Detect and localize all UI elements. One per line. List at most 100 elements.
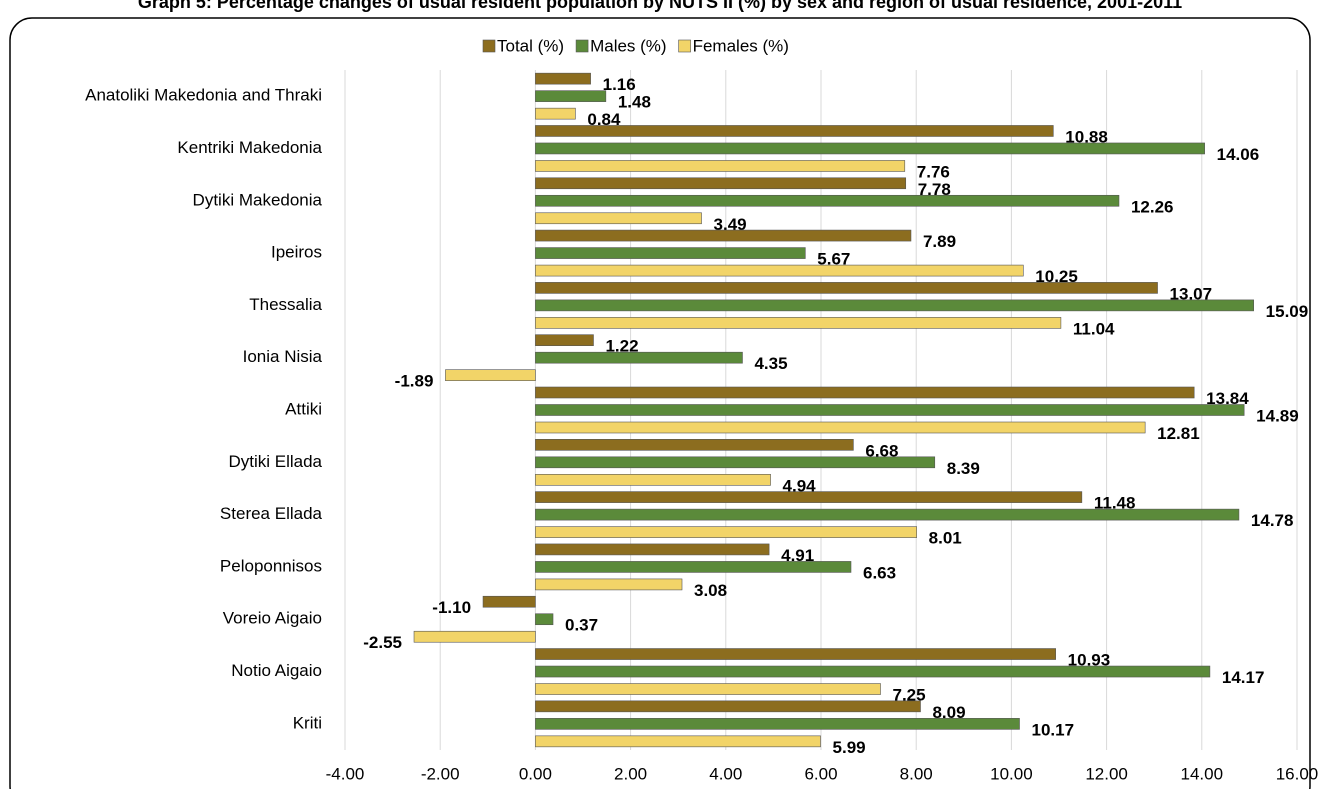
value-label: -1.89 <box>395 372 434 391</box>
bar <box>535 351 743 364</box>
y-tick-label: Dytiki Makedonia <box>193 190 323 209</box>
bar <box>535 177 907 190</box>
value-label: 3.49 <box>714 215 747 234</box>
bar <box>535 578 683 591</box>
bar <box>535 613 554 626</box>
bar <box>535 561 852 573</box>
value-label: 7.25 <box>893 686 926 705</box>
bar <box>535 317 1062 329</box>
value-label: 12.26 <box>1131 197 1174 216</box>
y-tick-label: Thessalia <box>249 295 322 314</box>
bar <box>535 439 854 451</box>
legend-swatch <box>482 39 496 53</box>
bar <box>535 125 1054 137</box>
value-label: 13.84 <box>1206 389 1249 408</box>
x-tick-label: 0.00 <box>519 764 552 783</box>
bar <box>535 194 1120 207</box>
y-tick-label: Peloponnisos <box>220 556 322 575</box>
value-label: 7.76 <box>917 162 950 181</box>
value-label: 10.17 <box>1031 720 1074 739</box>
bar <box>535 718 1020 730</box>
bar <box>535 474 771 486</box>
x-tick-label: 4.00 <box>709 764 742 783</box>
value-label: 0.37 <box>565 616 598 635</box>
x-tick-label: 2.00 <box>614 764 647 783</box>
value-label: 10.88 <box>1065 127 1108 146</box>
value-label: 11.48 <box>1094 494 1136 513</box>
value-label: 5.67 <box>817 250 850 269</box>
x-tick-label: 14.00 <box>1181 764 1224 783</box>
bar <box>535 282 1158 294</box>
value-label: 6.63 <box>863 563 896 582</box>
value-label: 10.25 <box>1035 267 1078 286</box>
bar <box>535 229 912 242</box>
bar <box>445 369 536 381</box>
bar <box>535 648 1056 660</box>
value-label: 14.89 <box>1256 406 1299 425</box>
legend-label: Males (%) <box>590 36 667 55</box>
bar <box>482 595 536 608</box>
bar <box>535 491 1083 503</box>
y-tick-label: Sterea Ellada <box>220 504 323 523</box>
value-label: 8.39 <box>947 459 980 478</box>
value-label: 14.17 <box>1222 668 1265 687</box>
value-label: 5.99 <box>833 738 866 757</box>
bar <box>535 386 1195 399</box>
bar <box>535 299 1254 312</box>
bar <box>535 456 936 469</box>
bar <box>535 264 1024 277</box>
value-label: 0.84 <box>587 110 621 129</box>
x-tick-label: 12.00 <box>1085 764 1128 783</box>
value-label: 13.07 <box>1170 284 1213 303</box>
bar <box>535 543 770 556</box>
value-label: 4.35 <box>754 354 787 373</box>
value-label: 4.91 <box>781 546 814 565</box>
bar <box>535 212 702 225</box>
y-tick-label: Notio Aigaio <box>231 661 322 680</box>
x-tick-label: -4.00 <box>326 764 365 783</box>
chart-border <box>9 17 1311 789</box>
value-label: -2.55 <box>363 633 402 652</box>
value-label: 1.16 <box>603 75 636 94</box>
bar <box>535 508 1240 521</box>
value-label: 14.06 <box>1217 145 1260 164</box>
value-label: 1.48 <box>618 93 651 112</box>
y-tick-label: Ionia Nisia <box>243 347 323 366</box>
chart-title: Graph 5: Percentage changes of usual res… <box>138 0 1182 12</box>
value-label: 1.22 <box>605 337 638 356</box>
bar <box>535 665 1211 678</box>
y-tick-label: Ipeiros <box>271 243 322 262</box>
y-tick-label: Dytiki Ellada <box>228 452 322 471</box>
value-label: -1.10 <box>432 598 471 617</box>
value-label: 7.78 <box>918 180 951 199</box>
bar <box>535 107 576 120</box>
y-tick-label: Attiki <box>285 399 322 418</box>
bar <box>535 160 906 172</box>
legend-label: Females (%) <box>693 36 789 55</box>
bar <box>535 421 1146 434</box>
bar <box>535 700 921 713</box>
value-label: 8.01 <box>929 529 962 548</box>
x-tick-label: 10.00 <box>990 764 1033 783</box>
legend-label: Total (%) <box>497 36 564 55</box>
legend-swatch <box>575 39 589 53</box>
value-label: 6.68 <box>865 441 898 460</box>
value-label: 10.93 <box>1068 651 1111 670</box>
value-label: 15.09 <box>1266 302 1309 321</box>
legend-swatch <box>678 39 691 53</box>
bar <box>535 683 881 695</box>
bar <box>535 735 821 748</box>
value-label: 7.89 <box>923 232 956 251</box>
bar <box>535 526 917 538</box>
y-tick-label: Anatoliki Makedonia and Thraki <box>85 86 322 105</box>
y-tick-label: Kriti <box>293 713 322 732</box>
bar <box>535 334 594 346</box>
value-label: 8.09 <box>932 703 965 722</box>
y-tick-label: Kentriki Makedonia <box>177 138 322 157</box>
x-tick-label: -2.00 <box>421 764 460 783</box>
bar <box>535 247 806 259</box>
x-tick-label: 6.00 <box>804 764 837 783</box>
bar <box>535 72 591 85</box>
bar <box>535 404 1245 416</box>
